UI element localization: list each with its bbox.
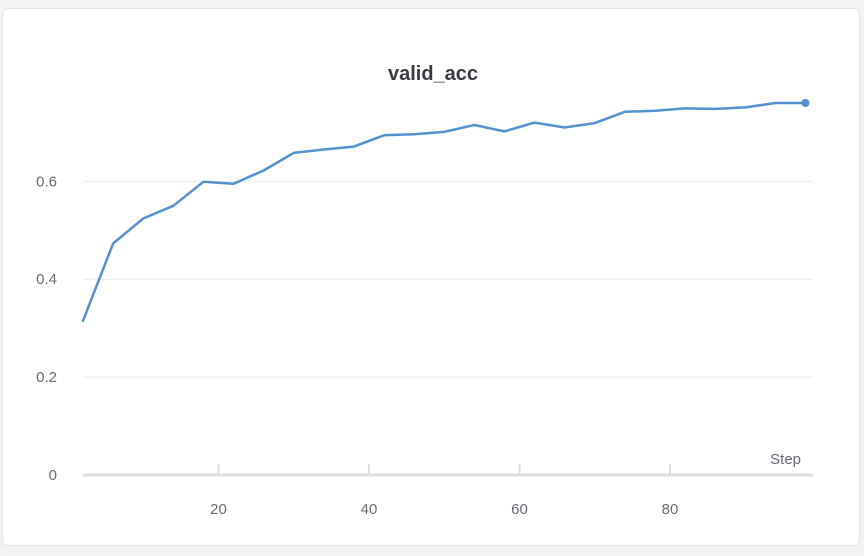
y-tick-label: 0: [49, 467, 57, 484]
y-axis-ticks: 0 0.2 0.4 0.6: [36, 173, 57, 484]
chart-title: valid_acc: [388, 63, 478, 85]
x-tick-label: 60: [511, 501, 528, 518]
chart-panel: [2, 8, 860, 546]
x-tick-label: 20: [210, 501, 227, 518]
y-tick-label: 0.4: [36, 271, 57, 288]
x-axis: 20 40 60 80: [83, 464, 813, 518]
series-line: [81, 101, 807, 323]
y-tick-label: 0.6: [36, 173, 57, 190]
x-tick-label: 80: [662, 501, 679, 518]
y-tick-label: 0.2: [36, 369, 57, 386]
grid-lines: [83, 180, 813, 378]
last-point-marker: [801, 99, 810, 107]
series-group: [81, 99, 810, 323]
x-tick-label: 40: [361, 501, 378, 518]
x-axis-label: Step: [770, 451, 801, 468]
